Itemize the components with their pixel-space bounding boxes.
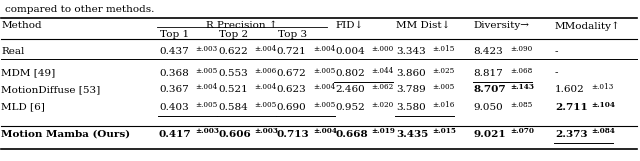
Text: ±.090: ±.090: [510, 45, 532, 53]
Text: 0.403: 0.403: [159, 103, 189, 112]
Text: 1.602: 1.602: [555, 85, 584, 94]
Text: MDM [49]: MDM [49]: [1, 69, 56, 78]
Text: 0.367: 0.367: [159, 85, 189, 94]
Text: ±.016: ±.016: [433, 101, 455, 109]
Text: -: -: [555, 69, 558, 78]
Text: MModality↑: MModality↑: [555, 21, 621, 31]
Text: 3.435: 3.435: [396, 130, 428, 139]
Text: 2.460: 2.460: [335, 85, 365, 94]
Text: -: -: [555, 47, 558, 56]
Text: ±.004: ±.004: [313, 45, 335, 53]
Text: ±.005: ±.005: [313, 67, 335, 75]
Text: 0.004: 0.004: [335, 47, 365, 56]
Text: 3.580: 3.580: [396, 103, 426, 112]
Text: Real: Real: [1, 47, 25, 56]
Text: Method: Method: [1, 21, 42, 30]
Text: ±.025: ±.025: [433, 67, 455, 75]
Text: ±.005: ±.005: [255, 101, 277, 109]
Text: 9.021: 9.021: [474, 130, 506, 139]
Text: 0.623: 0.623: [276, 85, 307, 94]
Text: 0.802: 0.802: [335, 69, 365, 78]
Text: 2.711: 2.711: [555, 103, 588, 112]
Text: ±.062: ±.062: [372, 83, 394, 91]
Text: ±.104: ±.104: [591, 101, 616, 109]
Text: ±.070: ±.070: [510, 128, 534, 136]
Text: 8.707: 8.707: [474, 85, 506, 94]
Text: 3.860: 3.860: [396, 69, 426, 78]
Text: 0.721: 0.721: [276, 47, 307, 56]
Text: ±.004: ±.004: [313, 128, 337, 136]
Text: 0.417: 0.417: [159, 130, 191, 139]
Text: 2.373: 2.373: [555, 130, 588, 139]
Text: ±.000: ±.000: [372, 45, 394, 53]
Text: 0.690: 0.690: [276, 103, 307, 112]
Text: 0.606: 0.606: [218, 130, 251, 139]
Text: 3.789: 3.789: [396, 85, 426, 94]
Text: 9.050: 9.050: [474, 103, 503, 112]
Text: 0.672: 0.672: [276, 69, 307, 78]
Text: ±.003: ±.003: [255, 128, 278, 136]
Text: MotionDiffuse [53]: MotionDiffuse [53]: [1, 85, 100, 94]
Text: MLD [6]: MLD [6]: [1, 103, 45, 112]
Text: ±.005: ±.005: [433, 83, 455, 91]
Text: ±.084: ±.084: [591, 128, 615, 136]
Text: ±.004: ±.004: [313, 83, 335, 91]
Text: 0.713: 0.713: [276, 130, 309, 139]
Text: 8.817: 8.817: [474, 69, 503, 78]
Text: ±.004: ±.004: [255, 83, 277, 91]
Text: ±.003: ±.003: [196, 128, 220, 136]
Text: 3.343: 3.343: [396, 47, 426, 56]
Text: ±.068: ±.068: [510, 67, 532, 75]
Text: ±.013: ±.013: [591, 83, 614, 91]
Text: 0.622: 0.622: [218, 47, 248, 56]
Text: 0.584: 0.584: [218, 103, 248, 112]
Text: ±.005: ±.005: [313, 101, 335, 109]
Text: FID↓: FID↓: [335, 21, 364, 30]
Text: ±.005: ±.005: [196, 67, 218, 75]
Text: 0.368: 0.368: [159, 69, 189, 78]
Text: ±.006: ±.006: [255, 67, 277, 75]
Text: Top 1: Top 1: [160, 30, 189, 39]
Text: Diversity→: Diversity→: [474, 21, 529, 30]
Text: compared to other methods.: compared to other methods.: [4, 5, 154, 14]
Text: MM Dist↓: MM Dist↓: [396, 21, 451, 30]
Text: 0.553: 0.553: [218, 69, 248, 78]
Text: Motion Mamba (Ours): Motion Mamba (Ours): [1, 130, 131, 139]
Text: Top 2: Top 2: [220, 30, 248, 39]
Text: 0.952: 0.952: [335, 103, 365, 112]
Text: ±.005: ±.005: [196, 101, 218, 109]
Text: 8.423: 8.423: [474, 47, 503, 56]
Text: Top 3: Top 3: [278, 30, 307, 39]
Text: 0.521: 0.521: [218, 85, 248, 94]
Text: ±.020: ±.020: [372, 101, 394, 109]
Text: ±.003: ±.003: [196, 45, 218, 53]
Text: ±.015: ±.015: [433, 128, 456, 136]
Text: ±.085: ±.085: [510, 101, 532, 109]
Text: ±.143: ±.143: [510, 83, 534, 91]
Text: ±.004: ±.004: [196, 83, 218, 91]
Text: 0.668: 0.668: [335, 130, 367, 139]
Text: 0.437: 0.437: [159, 47, 189, 56]
Text: ±.004: ±.004: [255, 45, 277, 53]
Text: ±.019: ±.019: [372, 128, 396, 136]
Text: ±.044: ±.044: [372, 67, 394, 75]
Text: ±.015: ±.015: [433, 45, 455, 53]
Text: R Precision ↑: R Precision ↑: [206, 21, 278, 30]
